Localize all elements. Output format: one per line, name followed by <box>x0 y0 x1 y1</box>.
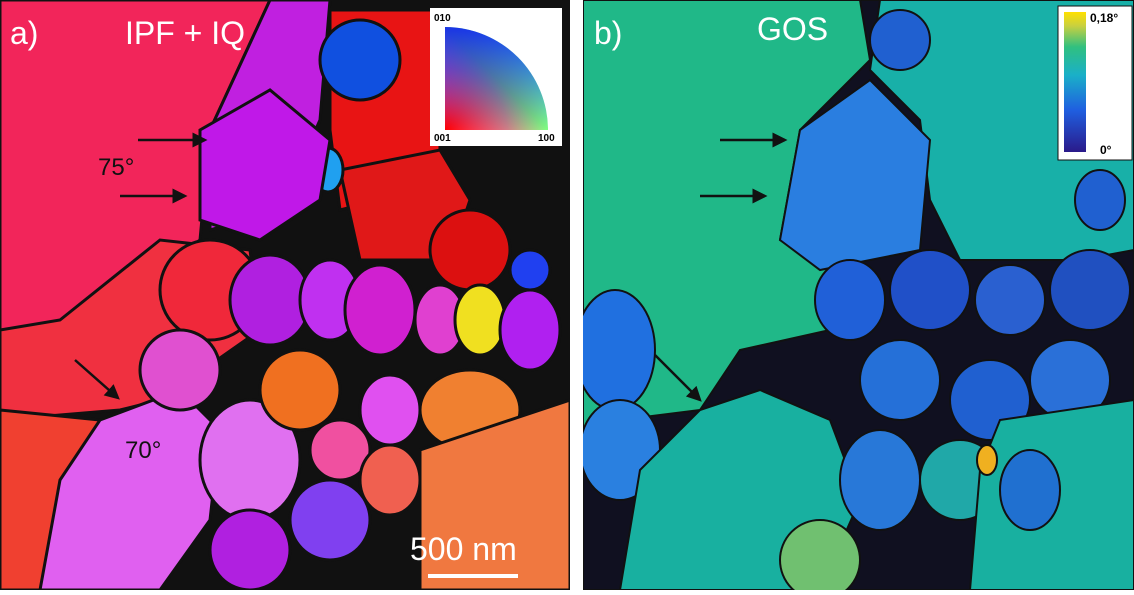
colorbar-max: 0,18° <box>1090 11 1118 25</box>
gos-colorbar: 0,18° 0° <box>1057 5 1133 161</box>
panel-label: b) <box>594 15 622 51</box>
scale-bar <box>428 574 518 578</box>
angle-label: 75° <box>98 154 134 181</box>
panel-title: IPF + IQ <box>125 15 245 51</box>
legend-top: 010 <box>434 13 451 24</box>
ipf-legend: 010 001 100 <box>430 8 562 146</box>
legend-right: 100 <box>538 133 555 144</box>
scale-bar-label: 500 nm <box>410 531 517 567</box>
angle-label: 70° <box>125 437 161 464</box>
panel-a-labels: a) IPF + IQ 75° 70° 500 nm <box>10 15 518 578</box>
legend-left: 001 <box>434 133 451 144</box>
arrows-a <box>74 132 208 400</box>
panel-b-labels: b) GOS <box>594 11 828 51</box>
gos-map <box>583 0 1134 590</box>
arrows-b <box>654 132 788 402</box>
colorbar-min: 0° <box>1100 143 1112 157</box>
panel-label: a) <box>10 15 38 51</box>
panel-title: GOS <box>757 11 828 47</box>
